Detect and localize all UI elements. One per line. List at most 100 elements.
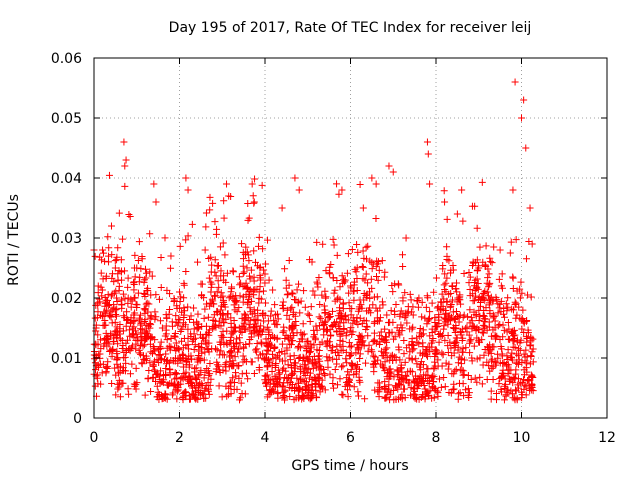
data-point: [321, 371, 329, 379]
data-point: [431, 386, 439, 394]
data-point: [331, 366, 339, 374]
data-point: [497, 343, 505, 351]
data-point: [474, 326, 482, 334]
data-point: [410, 378, 418, 386]
data-point: [229, 374, 237, 382]
data-point: [115, 376, 123, 384]
data-point: [347, 366, 355, 374]
data-point: [389, 288, 397, 296]
data-point: [200, 394, 208, 402]
data-point: [239, 352, 247, 360]
data-point: [284, 361, 292, 369]
data-point: [123, 316, 131, 324]
data-point: [418, 391, 426, 399]
data-point: [197, 340, 205, 348]
data-point: [191, 341, 199, 349]
data-point: [483, 343, 491, 351]
data-point: [112, 371, 120, 379]
data-point: [354, 388, 362, 396]
data-point: [145, 300, 153, 308]
data-point: [194, 310, 202, 318]
data-point: [508, 390, 516, 398]
data-point: [268, 350, 276, 358]
data-point: [507, 353, 515, 361]
data-point: [94, 282, 102, 290]
data-point: [381, 367, 389, 375]
data-point: [326, 370, 334, 378]
data-point: [372, 180, 380, 188]
data-point: [102, 334, 110, 342]
data-point: [428, 299, 436, 307]
data-point: [304, 355, 312, 363]
data-point: [126, 212, 134, 220]
data-point: [443, 274, 451, 282]
data-point: [122, 339, 130, 347]
data-point: [223, 180, 231, 188]
data-point: [526, 204, 534, 212]
data-point: [215, 382, 223, 390]
data-point: [326, 270, 334, 278]
data-point: [215, 261, 223, 269]
data-point: [387, 307, 395, 315]
data-point: [211, 292, 219, 300]
data-point: [171, 381, 179, 389]
data-point: [251, 175, 259, 183]
data-point: [237, 379, 245, 387]
data-point: [499, 321, 507, 329]
data-point: [143, 269, 151, 277]
data-point: [286, 392, 294, 400]
data-point: [244, 251, 252, 259]
data-point: [118, 345, 126, 353]
data-point: [492, 333, 500, 341]
data-point: [248, 330, 256, 338]
data-point: [321, 287, 329, 295]
data-point: [322, 293, 330, 301]
data-point: [458, 337, 466, 345]
data-point: [155, 395, 163, 403]
data-point: [372, 214, 380, 222]
data-point: [443, 215, 451, 223]
data-point: [476, 298, 484, 306]
data-point: [122, 348, 130, 356]
data-point: [172, 339, 180, 347]
data-point: [252, 316, 260, 324]
data-point: [381, 325, 389, 333]
data-point: [328, 321, 336, 329]
data-point: [258, 181, 266, 189]
data-point: [342, 311, 350, 319]
data-point: [178, 350, 186, 358]
data-point: [141, 341, 149, 349]
data-point: [409, 385, 417, 393]
x-tick-label: 2: [175, 430, 184, 446]
data-point: [331, 286, 339, 294]
data-point: [344, 250, 352, 258]
data-point: [255, 299, 263, 307]
data-point: [226, 353, 234, 361]
data-point: [406, 290, 414, 298]
data-point: [142, 274, 150, 282]
data-point: [232, 340, 240, 348]
data-point: [345, 289, 353, 297]
data-point: [220, 319, 228, 327]
data-point: [392, 356, 400, 364]
data-point: [130, 286, 138, 294]
data-point: [458, 366, 466, 374]
data-point: [523, 368, 531, 376]
data-point: [484, 292, 492, 300]
data-point: [489, 314, 497, 322]
data-point: [364, 279, 372, 287]
data-point: [158, 324, 166, 332]
data-point: [204, 346, 212, 354]
data-point: [157, 284, 165, 292]
data-point: [101, 302, 109, 310]
data-point: [412, 355, 420, 363]
data-point: [369, 360, 377, 368]
data-point: [261, 270, 269, 278]
data-point: [227, 292, 235, 300]
data-point: [493, 396, 501, 404]
data-point: [288, 303, 296, 311]
data-point: [171, 357, 179, 365]
data-point: [471, 279, 479, 287]
data-point: [527, 371, 535, 379]
data-point: [308, 386, 316, 394]
